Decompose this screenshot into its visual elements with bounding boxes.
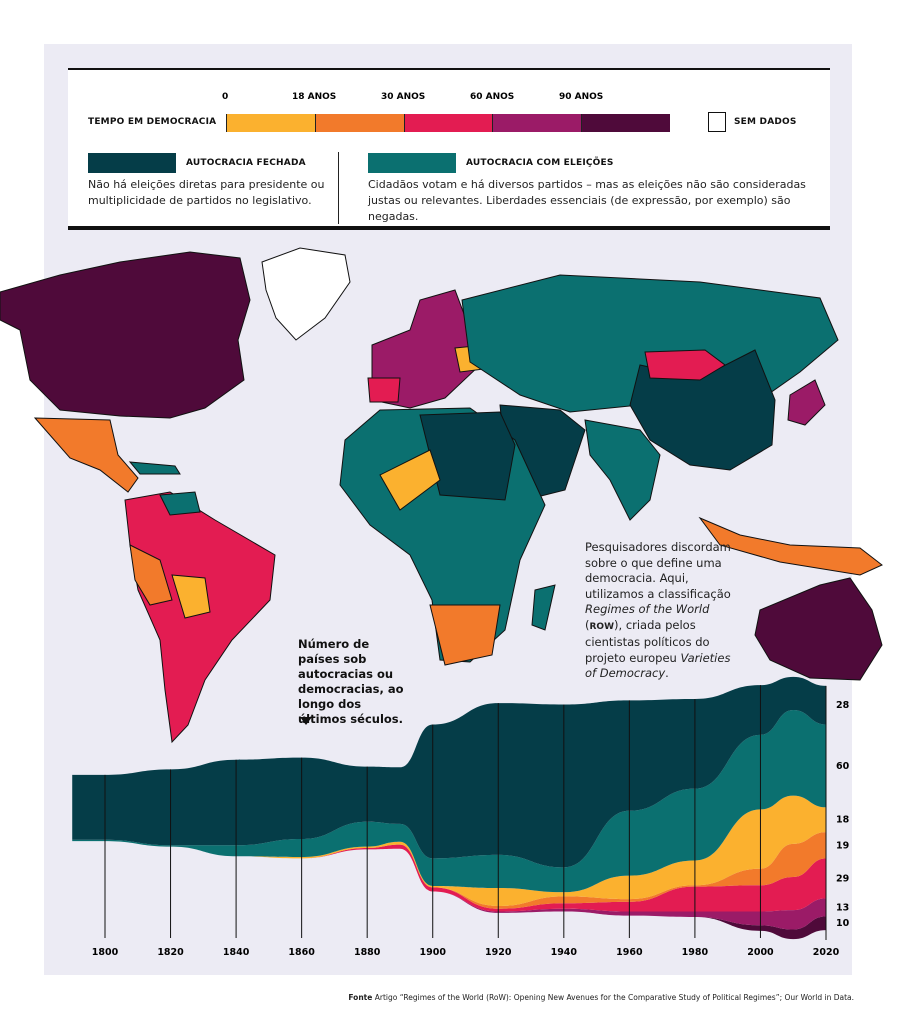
stream-layer-0 [72,841,826,940]
china[interactable] [629,349,776,471]
bolivia-paraguay[interactable] [171,574,211,619]
divider [338,152,339,224]
source-label: Fonte [348,993,373,1002]
x-tick-label: 2000 [747,947,774,958]
end-value-label: 19 [836,840,849,851]
no-data-label: SEM DADOS [734,117,797,127]
southern-africa[interactable] [429,604,501,666]
no-data-swatch [708,112,726,132]
end-value-label: 18 [836,815,850,826]
greenland[interactable] [261,247,351,341]
tick-0: 0 [222,92,229,102]
democracy-scale-bar [226,114,670,132]
west-africa[interactable] [379,449,441,511]
electoral-autocracy-swatch [368,153,456,173]
peru[interactable] [129,544,173,606]
note-text: ), criada pelos cientistas políticos do … [585,617,710,665]
x-tick-label: 1980 [682,947,709,958]
japan-korea[interactable] [787,379,826,426]
methodology-note: Pesquisadores dis­cordam sobre o que def… [585,540,745,682]
down-arrow-icon [300,717,312,725]
madagascar[interactable] [531,584,556,631]
mexico-central-america[interactable] [33,417,139,493]
closed-autocracy-swatch [88,153,176,173]
closed-autocracy-desc: Não há eleições diretas para presidente … [88,178,325,207]
south-america[interactable] [124,491,276,744]
end-value-label: 60 [836,761,850,772]
venezuela[interactable] [159,491,201,516]
note-text: . [665,666,669,680]
tick-90: 90 ANOS [559,92,604,102]
scale-0-18 [226,114,315,132]
stream-layer-1 [72,841,826,930]
india[interactable] [584,419,661,521]
tick-18: 18 ANOS [292,92,337,102]
electoral-autocracy-label: AUTOCRACIA COM ELEIÇÕES [466,158,614,168]
x-tick-label: 1940 [551,947,578,958]
stream-layer-6 [72,676,826,868]
x-tick-label: 1880 [354,947,381,958]
stream-layer-4 [72,795,826,906]
end-value-label: 29 [836,873,849,884]
stream-layer-5 [72,710,826,893]
x-tick-label: 1840 [223,947,250,958]
caribbean[interactable] [128,461,181,475]
legend-title: TEMPO EM DEMOCRACIA [88,117,217,127]
x-tick-label: 1920 [485,947,512,958]
tick-30: 30 ANOS [381,92,426,102]
australia[interactable] [754,577,883,681]
note-italic: Varieties of Democracy [585,650,731,681]
x-tick-label: 1820 [157,947,184,958]
iberia[interactable] [367,377,401,403]
note-text: Pesquisadores dis­cordam sobre o que def… [585,540,731,601]
tick-60: 60 ANOS [470,92,515,102]
legend-box: TEMPO EM DEMOCRACIA 0 18 ANOS 30 ANOS 60… [68,68,830,230]
source-footer: Fonte Artigo “Regimes of the World (RoW)… [348,993,854,1002]
note-italic: Regimes of the World [585,602,710,616]
note-acronym: ROW [589,621,615,632]
scale-18-30 [314,114,404,132]
indonesia[interactable] [698,516,883,576]
stream-layer-2 [72,841,826,912]
end-value-label: 28 [836,700,850,711]
scale-30-60 [403,114,493,132]
end-value-label: 10 [836,918,850,929]
north-america[interactable] [0,251,251,419]
x-tick-label: 1960 [616,947,643,958]
scale-90-plus [581,114,670,132]
mongolia[interactable] [644,349,726,381]
x-tick-label: 1860 [288,947,315,958]
x-tick-label: 1800 [92,947,119,958]
chart-callout: Número de países sob autocracias ou demo… [298,637,404,726]
source-text: Artigo “Regimes of the World (RoW): Open… [372,993,854,1002]
electoral-autocracy-desc: Cidadãos votam e há diversos partidos – … [368,178,806,223]
x-tick-label: 1900 [420,947,447,958]
closed-autocracy-label: AUTOCRACIA FECHADA [186,158,306,168]
scale-60-90 [492,114,582,132]
note-text: ( [585,617,590,632]
end-value-label: 13 [836,902,849,913]
x-tick-label: 2020 [813,947,840,958]
